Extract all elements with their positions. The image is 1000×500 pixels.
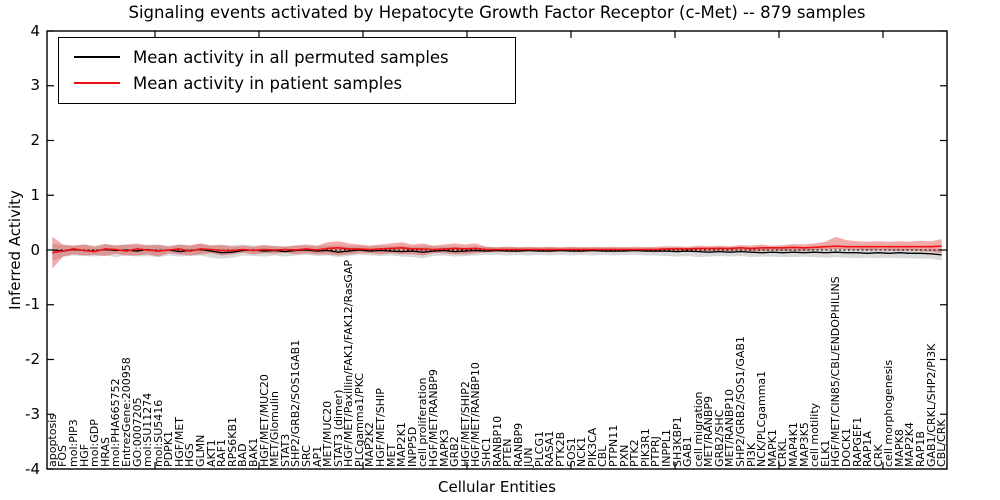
legend-label-permuted: Mean activity in all permuted samples [133,47,449,67]
y-tick-label: 3 [30,76,40,95]
x-axis-title: Cellular Entities [438,478,556,496]
legend-row-permuted: Mean activity in all permuted samples [59,44,515,70]
x-tick-label: CBL/CRK [935,419,949,467]
legend-row-patient: Mean activity in patient samples [59,70,515,96]
y-tick-label: -4 [25,459,40,478]
legend-line-permuted-icon [74,56,120,58]
y-tick-label: -2 [25,350,40,368]
legend-line-patient-icon [74,82,120,84]
y-tick-label: 0 [30,240,40,259]
legend-label-patient: Mean activity in patient samples [133,73,403,93]
y-tick-label: 2 [30,131,40,149]
y-tick-label: 1 [30,185,40,204]
y-tick-label: -1 [25,295,40,314]
y-tick-label: 4 [30,21,40,40]
legend: Mean activity in all permuted samples Me… [58,37,516,104]
patient-mean-line [52,245,942,254]
y-tick-label: -3 [25,404,40,423]
chart-title: Signaling events activated by Hepatocyte… [128,3,866,22]
y-axis-title: Inferred Activity [6,190,24,310]
